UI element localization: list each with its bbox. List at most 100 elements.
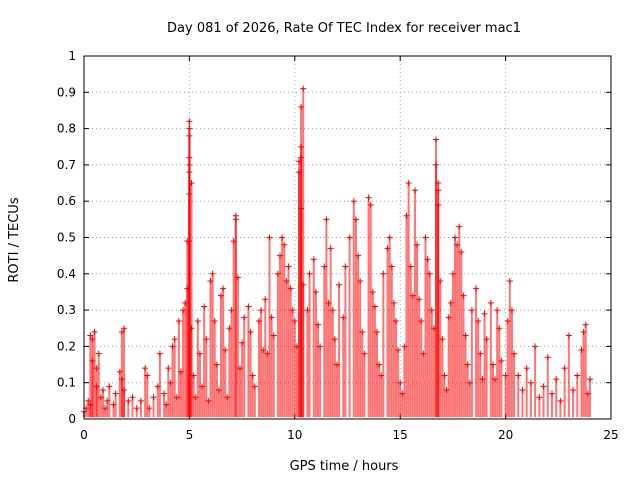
data-point (186, 125, 193, 132)
data-point (304, 307, 311, 314)
data-point (156, 350, 163, 357)
data-point (186, 132, 193, 139)
data-point (325, 299, 332, 306)
data-point (121, 386, 128, 393)
data-point (163, 401, 170, 408)
data-point (414, 241, 421, 248)
data-point (93, 383, 100, 390)
x-tick-label: 15 (393, 428, 408, 442)
data-point (230, 238, 237, 245)
data-point (121, 325, 128, 332)
data-point (498, 357, 505, 364)
data-point (374, 328, 381, 335)
data-point (277, 252, 284, 259)
data-point (380, 270, 387, 277)
data-point (125, 397, 132, 404)
data-point (298, 143, 305, 150)
data-point (464, 361, 471, 368)
data-point (255, 317, 262, 324)
x-tick-label: 0 (80, 428, 88, 442)
data-point (285, 263, 292, 270)
y-tick-label: 0.8 (57, 122, 76, 136)
data-point (395, 347, 402, 354)
data-point (359, 328, 366, 335)
data-point (262, 296, 269, 303)
data-point (310, 256, 317, 263)
data-point (226, 325, 233, 332)
data-point (536, 394, 543, 401)
data-point (239, 339, 246, 346)
data-point (449, 270, 456, 277)
data-point (118, 328, 125, 335)
data-point (553, 376, 560, 383)
data-point (452, 234, 459, 241)
data-point (424, 256, 431, 263)
data-point (154, 383, 161, 390)
data-point (487, 299, 494, 306)
data-point (281, 241, 288, 248)
data-point (565, 332, 572, 339)
y-tick-label: 0.2 (57, 339, 76, 353)
data-point (186, 238, 193, 245)
data-point (91, 328, 98, 335)
data-point (327, 245, 334, 252)
data-point (468, 307, 475, 314)
data-point (323, 216, 330, 223)
data-point (329, 307, 336, 314)
data-point (264, 350, 271, 357)
data-point (409, 292, 416, 299)
data-point (144, 372, 151, 379)
data-point (430, 325, 437, 332)
data-point (439, 336, 446, 343)
data-point (87, 401, 94, 408)
data-point (110, 401, 117, 408)
data-point (87, 332, 94, 339)
x-tick-label: 25 (603, 428, 618, 442)
data-point (340, 314, 347, 321)
data-point (346, 234, 353, 241)
data-point (112, 390, 119, 397)
plot-frame (83, 55, 612, 420)
data-point (180, 307, 187, 314)
data-point (205, 397, 212, 404)
data-point (241, 314, 248, 321)
data-point (291, 317, 298, 324)
data-point (137, 397, 144, 404)
y-tick-label: 0.6 (57, 194, 76, 208)
data-point (300, 85, 307, 92)
data-point (433, 161, 440, 168)
data-point (548, 390, 555, 397)
data-point (312, 288, 319, 295)
data-point (494, 307, 501, 314)
data-point (186, 154, 193, 161)
data-point (399, 390, 406, 397)
data-point (287, 285, 294, 292)
data-point (523, 365, 530, 372)
data-point (215, 386, 222, 393)
data-point (283, 278, 290, 285)
data-point (293, 343, 300, 350)
data-point (456, 223, 463, 230)
x-tick-label: 20 (498, 428, 513, 442)
data-point (475, 317, 482, 324)
data-point (89, 336, 96, 343)
data-point (182, 299, 189, 306)
data-point (296, 169, 303, 176)
data-point (201, 303, 208, 310)
y-tick-label: 0.7 (57, 158, 76, 172)
data-point (245, 303, 252, 310)
x-tick-labels: 0 5 10 15 20 25 (80, 428, 618, 442)
data-point (496, 325, 503, 332)
data-point (186, 190, 193, 197)
data-point (129, 394, 136, 401)
data-point (186, 161, 193, 168)
data-point (251, 383, 258, 390)
data-point (532, 343, 539, 350)
data-point (232, 212, 239, 219)
data-point (527, 379, 534, 386)
data-point (397, 379, 404, 386)
x-tick-label: 10 (287, 428, 302, 442)
data-point (150, 394, 157, 401)
data-point (224, 394, 231, 401)
data-point (116, 368, 123, 375)
